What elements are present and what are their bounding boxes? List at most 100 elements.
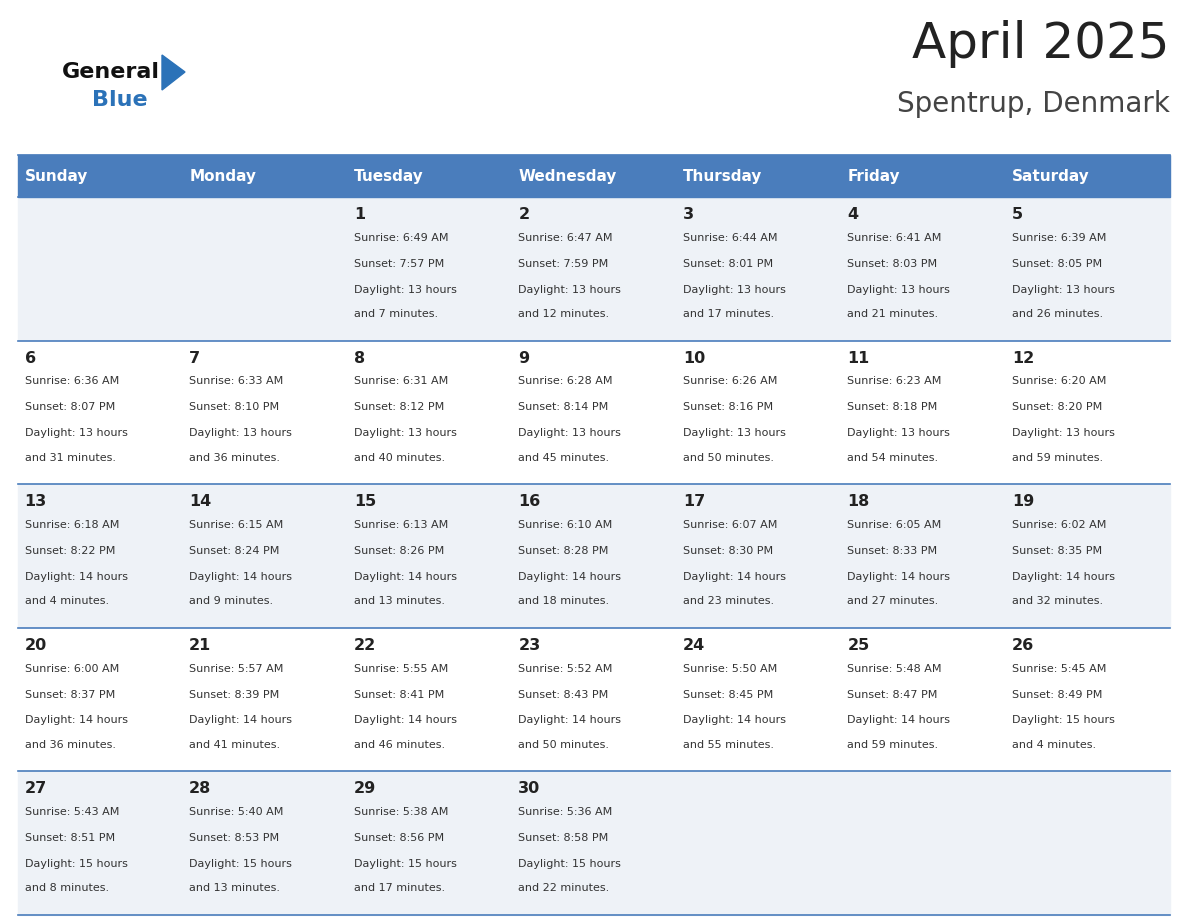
Text: Daylight: 13 hours: Daylight: 13 hours [1012,285,1114,295]
Text: and 26 minutes.: and 26 minutes. [1012,309,1104,319]
Text: 22: 22 [354,638,375,653]
Text: 9: 9 [518,351,530,365]
Text: Sunrise: 5:48 AM: Sunrise: 5:48 AM [847,664,942,674]
Text: Tuesday: Tuesday [354,169,423,184]
Text: 30: 30 [518,781,541,797]
Text: and 36 minutes.: and 36 minutes. [189,453,280,463]
Text: and 23 minutes.: and 23 minutes. [683,596,775,606]
Text: and 18 minutes.: and 18 minutes. [518,596,609,606]
Text: Sunrise: 6:23 AM: Sunrise: 6:23 AM [847,376,942,386]
Text: Daylight: 14 hours: Daylight: 14 hours [683,572,786,582]
Text: Sunset: 8:45 PM: Sunset: 8:45 PM [683,689,773,700]
Text: Sunset: 8:56 PM: Sunset: 8:56 PM [354,834,444,843]
Text: Sunset: 8:12 PM: Sunset: 8:12 PM [354,402,444,412]
Text: Daylight: 13 hours: Daylight: 13 hours [1012,428,1114,438]
Text: Sunrise: 6:00 AM: Sunrise: 6:00 AM [25,664,119,674]
Text: and 7 minutes.: and 7 minutes. [354,309,438,319]
Text: Daylight: 13 hours: Daylight: 13 hours [518,428,621,438]
Text: 8: 8 [354,351,365,365]
Bar [18,771,1170,915]
Text: 24: 24 [683,638,706,653]
Text: Sunset: 8:16 PM: Sunset: 8:16 PM [683,402,773,412]
Text: Daylight: 13 hours: Daylight: 13 hours [189,428,292,438]
Text: and 50 minutes.: and 50 minutes. [518,740,609,750]
Text: Sunrise: 6:10 AM: Sunrise: 6:10 AM [518,521,613,530]
Text: and 36 minutes.: and 36 minutes. [25,740,115,750]
Text: Daylight: 14 hours: Daylight: 14 hours [25,572,127,582]
Text: Sunset: 8:22 PM: Sunset: 8:22 PM [25,546,115,556]
Text: Thursday: Thursday [683,169,763,184]
Text: 4: 4 [847,207,859,222]
Text: 27: 27 [25,781,46,797]
Text: and 4 minutes.: and 4 minutes. [25,596,109,606]
Text: Sunset: 8:30 PM: Sunset: 8:30 PM [683,546,773,556]
Text: 28: 28 [189,781,211,797]
Text: Sunrise: 5:57 AM: Sunrise: 5:57 AM [189,664,284,674]
Text: Daylight: 14 hours: Daylight: 14 hours [189,715,292,725]
Text: and 55 minutes.: and 55 minutes. [683,740,773,750]
Text: Sunset: 8:33 PM: Sunset: 8:33 PM [847,546,937,556]
Text: and 13 minutes.: and 13 minutes. [354,596,444,606]
Bar [18,155,1170,197]
Bar [18,197,1170,341]
Text: Daylight: 14 hours: Daylight: 14 hours [683,715,786,725]
Text: 29: 29 [354,781,375,797]
Text: Sunrise: 5:40 AM: Sunrise: 5:40 AM [189,807,284,817]
Text: April 2025: April 2025 [912,20,1170,68]
Text: and 40 minutes.: and 40 minutes. [354,453,444,463]
Text: Sunrise: 6:20 AM: Sunrise: 6:20 AM [1012,376,1106,386]
Text: Wednesday: Wednesday [518,169,617,184]
Text: 18: 18 [847,494,870,509]
Text: Sunset: 8:03 PM: Sunset: 8:03 PM [847,259,937,269]
Text: Sunrise: 5:43 AM: Sunrise: 5:43 AM [25,807,119,817]
Text: Sunday: Sunday [25,169,88,184]
Text: Daylight: 13 hours: Daylight: 13 hours [847,428,950,438]
Text: 5: 5 [1012,207,1023,222]
Text: Sunrise: 6:47 AM: Sunrise: 6:47 AM [518,233,613,243]
Text: and 46 minutes.: and 46 minutes. [354,740,444,750]
Text: Sunset: 8:49 PM: Sunset: 8:49 PM [1012,689,1102,700]
Text: 7: 7 [189,351,201,365]
Text: 26: 26 [1012,638,1035,653]
Text: 16: 16 [518,494,541,509]
Text: Sunrise: 6:28 AM: Sunrise: 6:28 AM [518,376,613,386]
Text: Sunset: 8:01 PM: Sunset: 8:01 PM [683,259,773,269]
Text: Sunset: 8:26 PM: Sunset: 8:26 PM [354,546,444,556]
Text: and 21 minutes.: and 21 minutes. [847,309,939,319]
Text: and 54 minutes.: and 54 minutes. [847,453,939,463]
Text: Sunset: 8:41 PM: Sunset: 8:41 PM [354,689,444,700]
Text: Sunset: 7:57 PM: Sunset: 7:57 PM [354,259,444,269]
Text: 23: 23 [518,638,541,653]
Text: Daylight: 14 hours: Daylight: 14 hours [847,715,950,725]
Text: Sunrise: 6:02 AM: Sunrise: 6:02 AM [1012,521,1106,530]
Text: 1: 1 [354,207,365,222]
Text: 11: 11 [847,351,870,365]
Text: 15: 15 [354,494,375,509]
Text: 10: 10 [683,351,706,365]
Bar [18,628,1170,771]
Text: Sunrise: 5:36 AM: Sunrise: 5:36 AM [518,807,613,817]
Text: Sunrise: 6:07 AM: Sunrise: 6:07 AM [683,521,777,530]
Text: Daylight: 13 hours: Daylight: 13 hours [354,428,456,438]
Text: Sunset: 8:39 PM: Sunset: 8:39 PM [189,689,279,700]
Text: Sunrise: 6:26 AM: Sunrise: 6:26 AM [683,376,777,386]
Text: and 59 minutes.: and 59 minutes. [847,740,939,750]
Text: Sunrise: 6:44 AM: Sunrise: 6:44 AM [683,233,777,243]
Text: and 59 minutes.: and 59 minutes. [1012,453,1104,463]
Text: Sunset: 7:59 PM: Sunset: 7:59 PM [518,259,608,269]
Text: Daylight: 14 hours: Daylight: 14 hours [518,572,621,582]
Text: Sunset: 8:43 PM: Sunset: 8:43 PM [518,689,608,700]
Text: Sunrise: 5:55 AM: Sunrise: 5:55 AM [354,664,448,674]
Text: and 32 minutes.: and 32 minutes. [1012,596,1104,606]
Text: Sunrise: 6:15 AM: Sunrise: 6:15 AM [189,521,284,530]
Text: and 45 minutes.: and 45 minutes. [518,453,609,463]
Text: Daylight: 15 hours: Daylight: 15 hours [25,859,127,869]
Text: Sunrise: 5:52 AM: Sunrise: 5:52 AM [518,664,613,674]
Text: and 50 minutes.: and 50 minutes. [683,453,773,463]
Text: Sunset: 8:18 PM: Sunset: 8:18 PM [847,402,937,412]
Text: 12: 12 [1012,351,1035,365]
Text: Daylight: 14 hours: Daylight: 14 hours [1012,572,1116,582]
Text: 21: 21 [189,638,211,653]
Text: Sunrise: 5:50 AM: Sunrise: 5:50 AM [683,664,777,674]
Text: Sunrise: 6:36 AM: Sunrise: 6:36 AM [25,376,119,386]
